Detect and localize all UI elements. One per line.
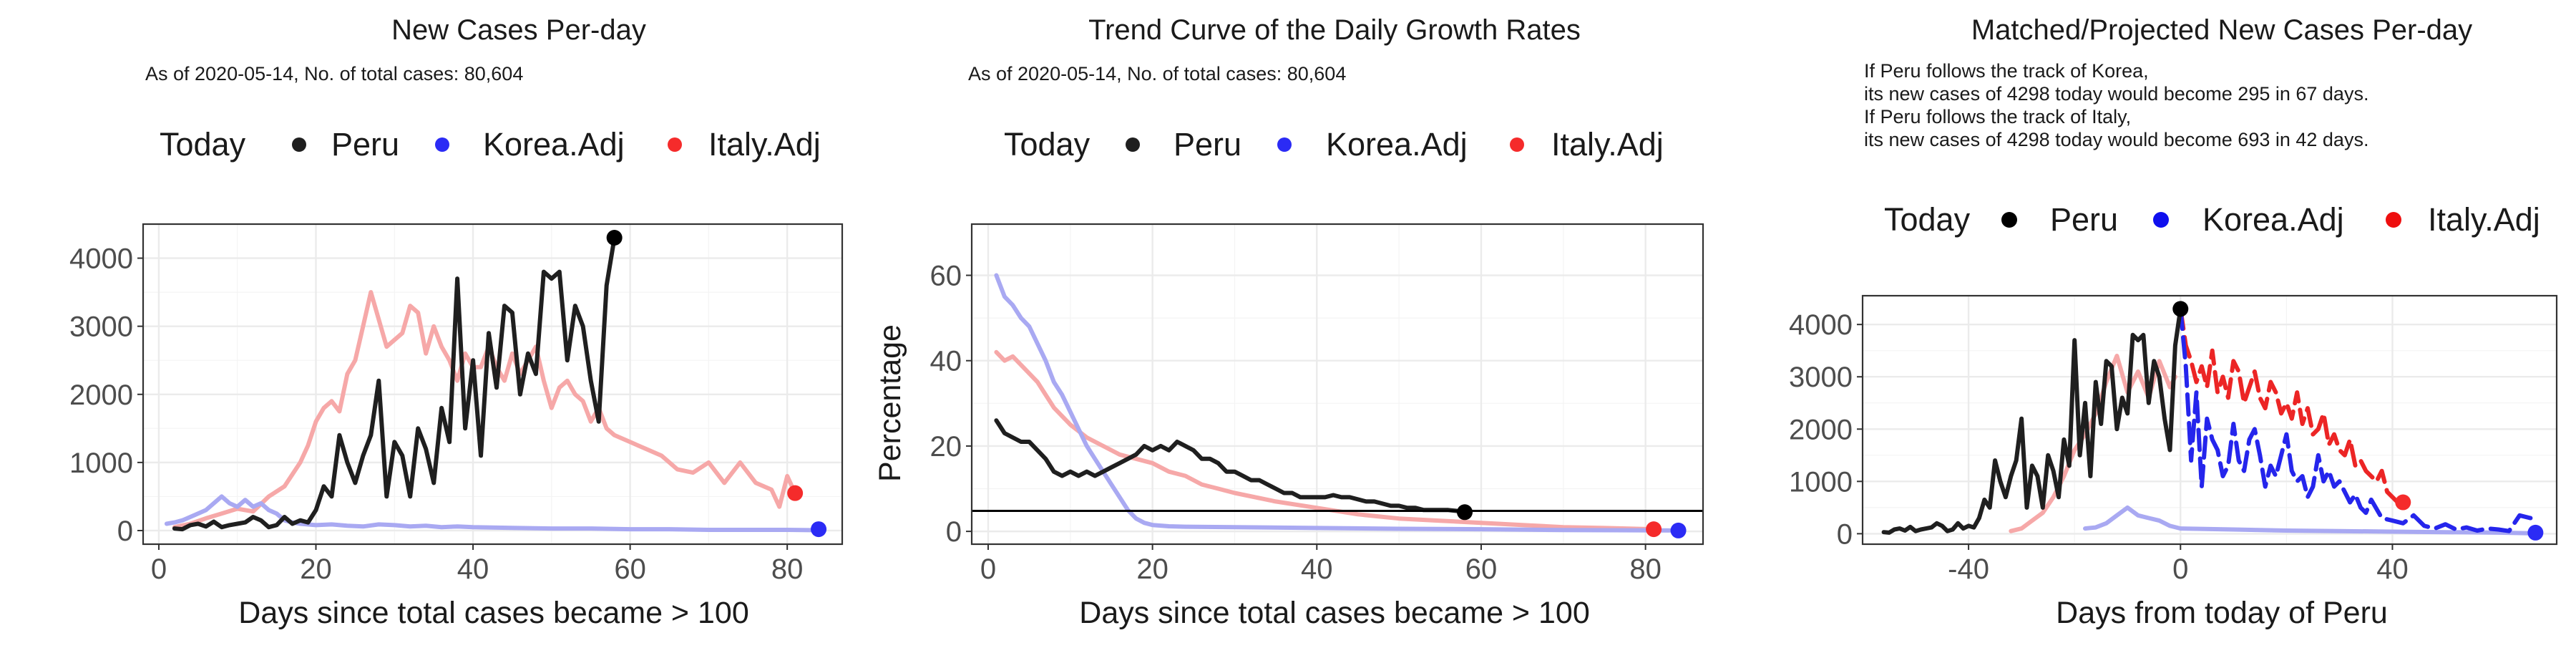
panel1-legend-peru-dot	[292, 137, 306, 152]
series-line-peru	[172, 236, 617, 532]
series-line-korea-adj-projected	[2178, 306, 2538, 533]
panel2-legend-peru-dot	[1126, 137, 1140, 152]
x-tick-label: 20	[1136, 553, 1169, 585]
series-line-korea-adj	[994, 273, 1681, 533]
x-tick-label: 40	[2376, 553, 2409, 585]
panel3-subtitle-line: its new cases of 4298 today would become…	[1864, 83, 2368, 105]
x-tick-label: 60	[1465, 553, 1498, 585]
panel2-legend-title: Today	[1004, 126, 1091, 163]
panel1-legend-peru: Peru	[331, 126, 399, 163]
panel1-series	[164, 236, 821, 533]
series-line-italy-adj-projected	[2178, 306, 2406, 505]
panel2-legend-peru: Peru	[1174, 126, 1241, 163]
y-tick-label: 3000	[69, 311, 133, 343]
y-tick-label: 60	[930, 261, 962, 292]
x-tick-label: 80	[771, 553, 804, 585]
y-tick-label: 40	[930, 346, 962, 377]
x-tick-label: 40	[457, 553, 489, 585]
panel1-legend-title: Today	[160, 126, 246, 163]
y-tick-label: 2000	[1789, 414, 1853, 445]
panel3-legend-peru-dot	[2001, 212, 2017, 228]
panel3-subtitle-line: If Peru follows the track of Korea,	[1864, 60, 2149, 82]
series-line-korea-adj	[164, 494, 821, 533]
panel2-legend-korea-dot	[1277, 137, 1292, 152]
today-point-italy-adj	[1646, 521, 1662, 538]
panel1-title: New Cases Per-day	[391, 14, 646, 46]
panel1-legend-italy: Italy.Adj	[708, 126, 821, 163]
panel1-subtitle: As of 2020-05-14, No. of total cases: 80…	[145, 63, 523, 84]
panel2-series	[994, 273, 1681, 533]
panel2-xlabel: Days since total cases became > 100	[1079, 596, 1589, 630]
today-point-korea-adj	[811, 521, 827, 538]
panel2-frame	[970, 223, 1704, 546]
panel3-legend-italy-dot	[2386, 212, 2401, 228]
series-line-peru	[1881, 306, 2183, 535]
series-line-italy-adj	[172, 290, 798, 530]
x-tick-label: 80	[1629, 553, 1662, 585]
panel3-plot: -40 0 40 0 1000 2000 3000 4000	[1789, 294, 2558, 585]
y-tick-label: 4000	[69, 243, 133, 275]
panel2-title: Trend Curve of the Daily Growth Rates	[1088, 14, 1581, 46]
panel2-legend-italy: Italy.Adj	[1551, 126, 1664, 163]
panel3-subtitle: If Peru follows the track of Korea,its n…	[1864, 60, 2368, 150]
today-point-italy-adj	[787, 485, 804, 501]
x-tick-label: 60	[614, 553, 646, 585]
series-line-italy-adj	[994, 349, 1657, 532]
panel1-xlabel: Days since total cases became > 100	[238, 596, 748, 630]
panel3-title: Matched/Projected New Cases Per-day	[1971, 14, 2472, 46]
today-point-korea-adj	[1670, 522, 1687, 538]
x-tick-label: 0	[980, 553, 996, 585]
panel2-ylabel: Percentage	[873, 324, 907, 482]
panel3-legend-title: Today	[1884, 201, 1971, 238]
panel2-subtitle: As of 2020-05-14, No. of total cases: 80…	[968, 63, 1346, 84]
panel3-legend-peru: Peru	[2050, 201, 2118, 238]
y-tick-label: 0	[117, 516, 133, 547]
panel3-legend-korea: Korea.Adj	[2202, 201, 2344, 238]
y-tick-label: 20	[930, 431, 962, 463]
today-point-korea-adj	[2527, 524, 2544, 541]
panel3-frame	[1861, 294, 2558, 546]
panel3-subtitle-line: its new cases of 4298 today would become…	[1864, 129, 2368, 150]
panel3-legend-korea-dot	[2153, 212, 2169, 228]
panel1-legend-korea: Korea.Adj	[483, 126, 625, 163]
panel1-legend-korea-dot	[435, 137, 449, 152]
series-line-peru	[994, 418, 1467, 515]
y-tick-label: 0	[946, 516, 962, 548]
today-point-peru	[1456, 504, 1473, 521]
panel3-xlabel: Days from today of Peru	[2056, 596, 2388, 630]
panel2-plot: 0 20 40 60 80 0 20 40 60	[930, 223, 1704, 585]
today-point-italy-adj	[2395, 494, 2411, 511]
y-tick-label: 0	[1837, 518, 1853, 550]
y-tick-label: 4000	[1789, 309, 1853, 341]
panel1-plot: 0 20 40 60 80 0 1000 2000 3000 4000	[69, 223, 844, 585]
y-tick-label: 2000	[69, 379, 133, 411]
y-tick-label: 1000	[1789, 466, 1853, 498]
x-tick-label: 0	[2172, 553, 2188, 585]
today-point-peru	[606, 230, 623, 246]
panel3-series	[1881, 306, 2538, 536]
panel2-legend-italy-dot	[1510, 137, 1524, 152]
x-tick-label: 40	[1301, 553, 1333, 585]
panel3-legend-italy: Italy.Adj	[2428, 201, 2540, 238]
y-tick-label: 1000	[69, 448, 133, 479]
x-tick-label: 20	[300, 553, 332, 585]
panel3-subtitle-line: If Peru follows the track of Italy,	[1864, 106, 2131, 127]
panel1-frame	[142, 223, 844, 546]
x-tick-label: 0	[151, 553, 167, 585]
x-tick-label: -40	[1948, 553, 1989, 585]
series-line-korea-adj	[2083, 505, 2532, 536]
y-tick-label: 3000	[1789, 362, 1853, 393]
panel2-legend-korea: Korea.Adj	[1326, 126, 1468, 163]
today-point-peru	[2172, 301, 2189, 317]
panel1-legend-italy-dot	[668, 137, 682, 152]
